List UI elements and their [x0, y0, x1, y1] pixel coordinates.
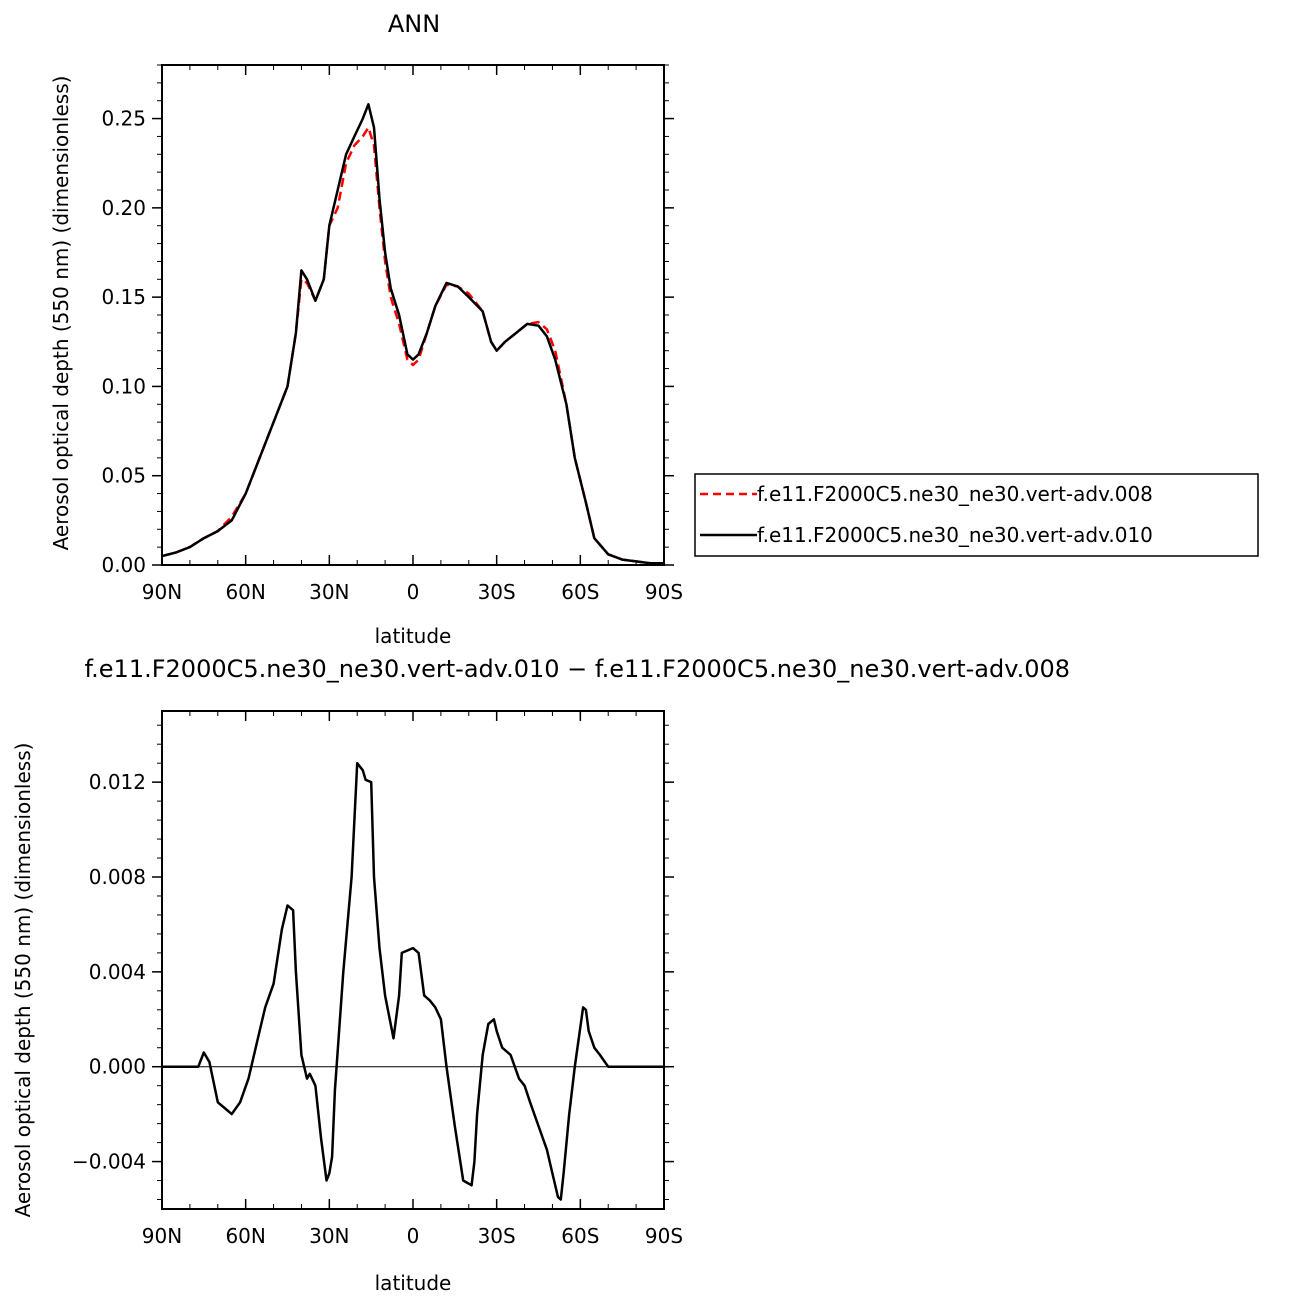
bottom-x-tick-label: 30N: [309, 1224, 349, 1248]
bottom-chart-title: f.e11.F2000C5.ne30_ne30.vert-adv.010 − f…: [84, 655, 1070, 683]
top-x-tick-label: 90N: [142, 580, 182, 604]
bottom-series-line-0: [162, 761, 664, 1201]
bottom-y-tick-label: 0.004: [89, 960, 146, 984]
bottom-y-tick-label: −0.004: [72, 1150, 146, 1174]
top-x-tick-label: 30S: [478, 580, 516, 604]
bottom-y-tick-label: 0.000: [89, 1055, 146, 1079]
bottom-x-tick-label: 60N: [225, 1224, 265, 1248]
top-series-line-1: [161, 103, 664, 565]
bottom-x-tick-label: 0: [407, 1224, 420, 1248]
top-x-tick-label: 0: [407, 580, 420, 604]
bottom-y-tick-label: 0.012: [89, 770, 146, 794]
top-y-tick-label: 0.20: [101, 196, 146, 220]
bottom-plot-frame: [161, 710, 665, 1210]
top-plot-frame: [161, 64, 665, 566]
top-y-tick-label: 0.05: [101, 464, 146, 488]
top-y-tick-label: 0.10: [101, 374, 146, 398]
bottom-x-tick-label: 90N: [142, 1224, 182, 1248]
top-x-axis-label: latitude: [375, 624, 452, 648]
top-panel: ANN 90N 60N 30N 0 30S 60S 90S 0.00 0.05 0.10 0.15 0…: [49, 10, 683, 648]
bottom-x-tick-label: 60S: [561, 1224, 599, 1248]
bottom-x-tick-label: 90S: [645, 1224, 683, 1248]
top-x-tick-label: 60S: [561, 580, 599, 604]
bottom-y-axis-label: Aerosol optical depth (550 nm) (dimensio…: [11, 743, 35, 1218]
legend: f.e11.F2000C5.ne30_ne30.vert-adv.008 f.e…: [694, 473, 1259, 557]
top-series-line-0: [161, 126, 664, 565]
top-chart-title: ANN: [388, 10, 440, 38]
top-x-tick-label: 60N: [225, 580, 265, 604]
legend-label-series-010: f.e11.F2000C5.ne30_ne30.vert-adv.010: [757, 523, 1153, 547]
top-y-tick-label: 0.00: [101, 553, 146, 577]
legend-label-series-008: f.e11.F2000C5.ne30_ne30.vert-adv.008: [757, 482, 1153, 506]
bottom-y-tick-label: 0.008: [89, 865, 146, 889]
top-y-tick-label: 0.25: [101, 107, 146, 131]
bottom-panel: f.e11.F2000C5.ne30_ne30.vert-adv.010 − f…: [11, 655, 1070, 1295]
bottom-x-tick-label: 30S: [478, 1224, 516, 1248]
bottom-x-axis-label: latitude: [375, 1271, 452, 1295]
top-x-tick-label: 90S: [645, 580, 683, 604]
top-x-tick-label: 30N: [309, 580, 349, 604]
top-y-tick-label: 0.15: [101, 285, 146, 309]
top-y-axis-label: Aerosol optical depth (550 nm) (dimensio…: [49, 76, 73, 551]
legend-box: [694, 473, 1259, 557]
